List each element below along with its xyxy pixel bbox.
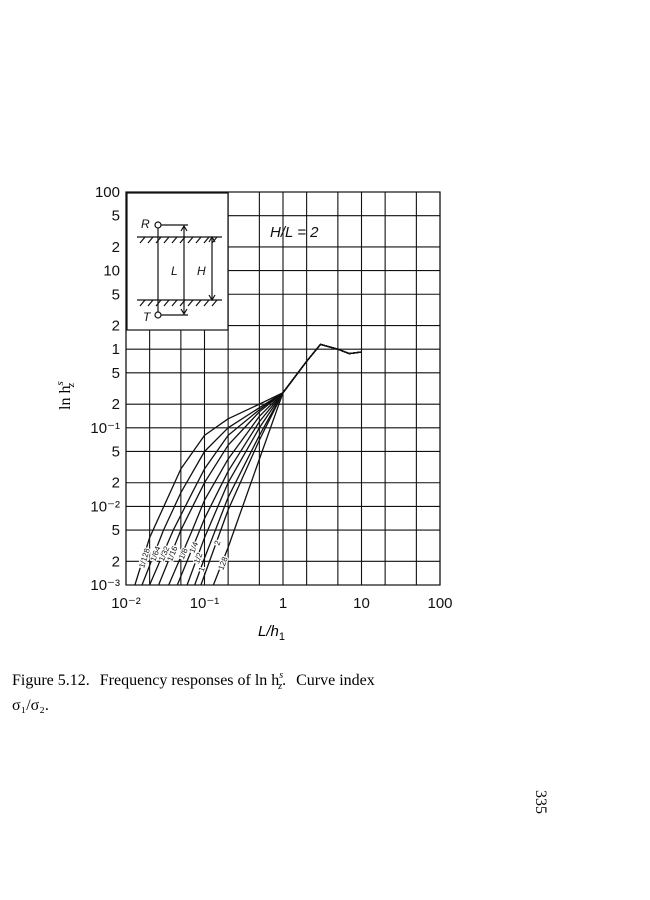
y-axis-label: ln hsz: [54, 381, 77, 410]
x-tick-label: 10⁻²: [111, 595, 141, 612]
caption-line2: σ₁/σ₂.: [12, 697, 49, 714]
x-tick-label: 100: [427, 595, 452, 612]
y-tick-label: 2: [112, 475, 120, 492]
curve: [186, 343, 362, 586]
caption-lead: Figure 5.12.: [12, 672, 90, 689]
y-label-sub: z: [65, 382, 77, 388]
inset: [126, 192, 229, 331]
y-tick-label: 5: [112, 522, 120, 539]
caption: Figure 5.12. Frequency responses of ln hs…: [12, 670, 375, 692]
plot-frame: [125, 191, 441, 586]
caption-sup: s: [279, 670, 283, 681]
x-axis-label: L/h1: [258, 623, 285, 643]
caption-tail: .: [282, 672, 286, 689]
x-tick-label: 10⁻¹: [190, 595, 220, 612]
caption-text: Frequency responses of ln h: [100, 672, 280, 689]
curve-label: 1: [197, 565, 207, 573]
inset-label: R: [141, 217, 150, 231]
y-tick-label: 2: [112, 553, 120, 570]
curve: [194, 343, 362, 586]
annotation: H/L = 2: [270, 224, 319, 241]
curve-label: 2: [213, 539, 223, 547]
y-tick-label: 10: [103, 263, 120, 280]
inset-box: [126, 192, 229, 331]
y-tick-label: 2: [112, 239, 120, 256]
inset-label: T: [143, 310, 152, 324]
y-tick-label: 10⁻²: [90, 498, 120, 515]
y-tick-label: 10⁻³: [90, 577, 120, 594]
y-tick-label: 1: [112, 341, 120, 358]
inset-label: L: [171, 264, 178, 278]
inset-arrows: [180, 224, 216, 316]
y-tick-label: 10⁻¹: [90, 420, 120, 437]
inset-label: H: [197, 264, 206, 278]
x-tick-label: 1: [279, 595, 287, 612]
y-tick-label: 5: [112, 208, 120, 225]
curve-label: 1/4: [188, 540, 201, 554]
y-tick-label: 2: [112, 396, 120, 413]
y-tick-label: 2: [112, 318, 120, 335]
y-tick-label: 100: [95, 184, 120, 201]
y-label-text: ln h: [57, 386, 74, 410]
caption-end: Curve index: [296, 672, 375, 689]
y-tick-label: 5: [112, 286, 120, 303]
page-number: 335: [532, 790, 549, 814]
curve: [212, 343, 362, 586]
caption-sub: z: [277, 681, 282, 692]
y-tick-label: 5: [112, 443, 120, 460]
x-label-text: L/h: [258, 623, 279, 640]
x-label-sub: 1: [279, 631, 285, 643]
y-label-sup: s: [54, 381, 66, 385]
y-tick-label: 5: [112, 365, 120, 382]
x-tick-label: 10: [353, 595, 370, 612]
